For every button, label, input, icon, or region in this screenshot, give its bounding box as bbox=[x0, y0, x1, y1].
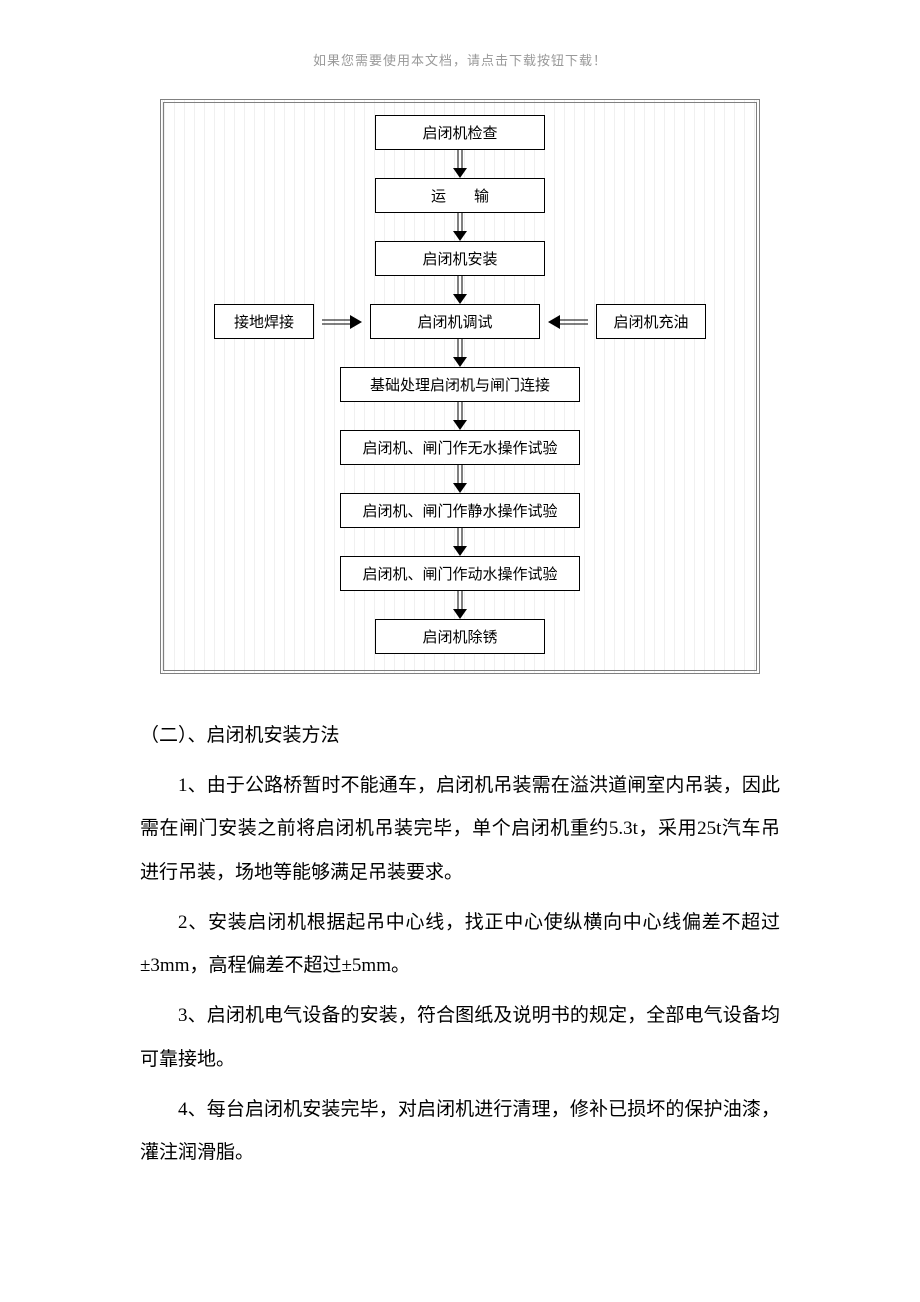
node-transport: 运输 bbox=[375, 178, 545, 213]
paragraph: 2、安装启闭机根据起吊中心线，找正中心使纵横向中心线偏差不超过±3mm，高程偏差… bbox=[140, 901, 780, 988]
arrow-down-icon bbox=[453, 213, 467, 241]
node-inspect: 启闭机检查 bbox=[375, 115, 545, 150]
arrow-right-icon bbox=[322, 315, 362, 329]
arrow-down-icon bbox=[453, 276, 467, 304]
node-install: 启闭机安装 bbox=[375, 241, 545, 276]
arrow-down-icon bbox=[453, 402, 467, 430]
node-static-test: 启闭机、闸门作静水操作试验 bbox=[340, 493, 580, 528]
node-debug: 启闭机调试 bbox=[370, 304, 540, 339]
header-note: 如果您需要使用本文档，请点击下载按钮下载！ bbox=[0, 50, 920, 69]
flowchart: 启闭机检查 运输 启闭机安装 接地焊接 启闭机调试 启闭机充油 基础处理启闭机与… bbox=[174, 115, 746, 654]
node-transport-label: 运输 bbox=[403, 189, 517, 205]
paragraph: 4、每台启闭机安装完毕，对启闭机进行清理，修补已损坏的保护油漆，灌注润滑脂。 bbox=[140, 1088, 780, 1175]
arrow-down-icon bbox=[453, 339, 467, 367]
node-foundation: 基础处理启闭机与闸门连接 bbox=[340, 367, 580, 402]
arrow-down-icon bbox=[453, 528, 467, 556]
node-derust: 启闭机除锈 bbox=[375, 619, 545, 654]
node-oil-fill: 启闭机充油 bbox=[596, 304, 706, 339]
node-ground-weld: 接地焊接 bbox=[214, 304, 314, 339]
section-title: （二）、启闭机安装方法 bbox=[140, 714, 780, 758]
document-body: （二）、启闭机安装方法 1、由于公路桥暂时不能通车，启闭机吊装需在溢洪道闸室内吊… bbox=[140, 714, 780, 1175]
arrow-down-icon bbox=[453, 150, 467, 178]
debug-row: 接地焊接 启闭机调试 启闭机充油 bbox=[174, 304, 746, 339]
arrow-down-icon bbox=[453, 591, 467, 619]
paragraph: 1、由于公路桥暂时不能通车，启闭机吊装需在溢洪道闸室内吊装，因此需在闸门安装之前… bbox=[140, 764, 780, 895]
node-dynamic-test: 启闭机、闸门作动水操作试验 bbox=[340, 556, 580, 591]
node-dry-test: 启闭机、闸门作无水操作试验 bbox=[340, 430, 580, 465]
arrow-left-icon bbox=[548, 315, 588, 329]
flowchart-container: 启闭机检查 运输 启闭机安装 接地焊接 启闭机调试 启闭机充油 基础处理启闭机与… bbox=[160, 99, 760, 674]
paragraph: 3、启闭机电气设备的安装，符合图纸及说明书的规定，全部电气设备均可靠接地。 bbox=[140, 994, 780, 1081]
arrow-down-icon bbox=[453, 465, 467, 493]
